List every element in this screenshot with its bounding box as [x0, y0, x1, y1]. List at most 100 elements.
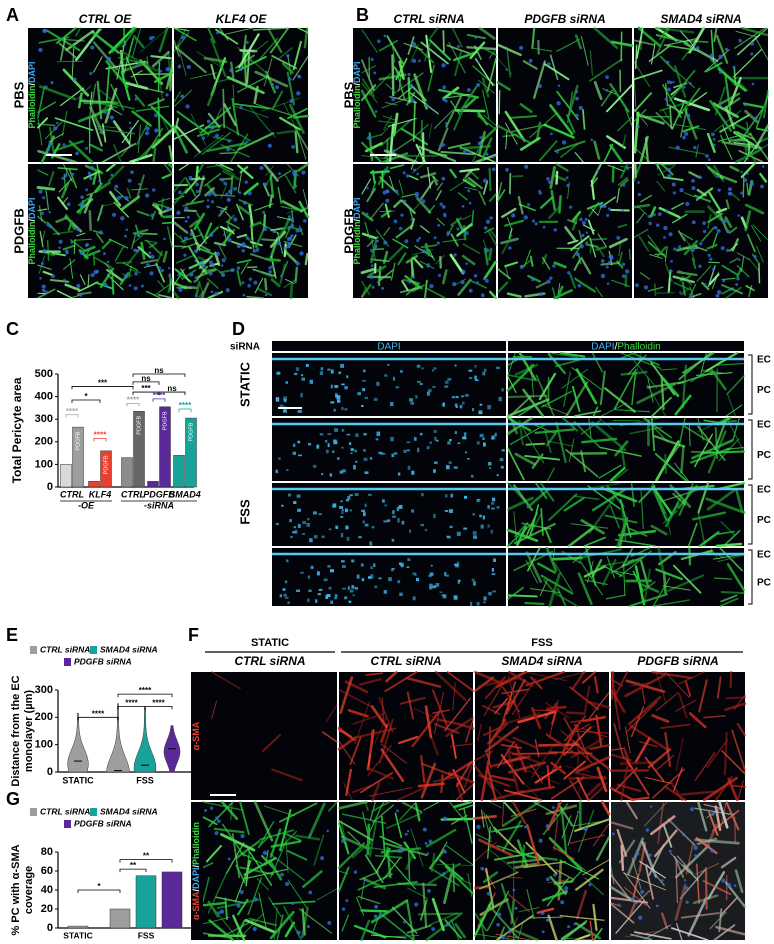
cell-fiber — [464, 97, 477, 109]
nucleus — [381, 286, 385, 290]
dapi-signal — [454, 431, 457, 435]
cell-fiber — [735, 488, 744, 513]
dapi-signal — [388, 577, 392, 582]
nucleus — [691, 220, 696, 225]
dapi-signal — [409, 398, 414, 402]
nucleus — [579, 244, 584, 249]
nucleus — [103, 252, 106, 256]
panel-label: A — [6, 5, 19, 25]
cell-fiber — [521, 844, 526, 868]
x-tick-label: CTRL — [60, 489, 84, 499]
cell-fiber — [569, 273, 577, 289]
significance: ns — [141, 374, 151, 383]
dapi-signal — [341, 509, 344, 514]
cell-fiber — [337, 842, 366, 869]
cell-fiber — [736, 722, 747, 737]
nucleus — [673, 247, 677, 251]
cell-fiber — [680, 444, 685, 474]
cell-fiber — [276, 129, 297, 135]
nucleus — [637, 915, 643, 920]
dapi-signal — [376, 431, 381, 436]
cell-fiber — [215, 28, 239, 45]
micrograph — [203, 671, 338, 800]
dapi-signal — [281, 504, 284, 507]
cell-fiber — [120, 50, 158, 72]
nucleus — [564, 886, 569, 891]
cell-fiber — [546, 764, 551, 788]
nucleus — [718, 54, 723, 59]
cell-fiber — [63, 259, 76, 270]
nucleus — [259, 165, 264, 170]
significance-bracket — [93, 438, 107, 442]
column-header: CTRL siRNA — [370, 654, 441, 668]
image-background — [498, 164, 632, 298]
cell-fiber — [134, 94, 146, 107]
cell-fiber — [91, 30, 121, 55]
nucleus — [241, 249, 245, 253]
cell-fiber — [529, 255, 534, 267]
cell-fiber — [563, 371, 571, 407]
cell-fiber — [614, 538, 656, 547]
dapi-signal — [491, 507, 495, 510]
cell-fiber — [188, 245, 200, 264]
dapi-signal — [347, 586, 350, 590]
nucleus — [48, 225, 52, 229]
nucleus — [286, 54, 290, 58]
cell-fiber — [602, 88, 617, 95]
significance: ** — [130, 861, 137, 870]
cell-fiber — [307, 802, 326, 839]
dapi-signal — [501, 388, 504, 392]
dapi-signal — [369, 574, 374, 579]
nucleus — [289, 98, 294, 104]
nucleus — [136, 232, 141, 238]
cell-fiber — [725, 696, 747, 700]
column-header: SMAD4 siRNA — [660, 12, 741, 26]
cell-fiber — [655, 112, 673, 129]
x-tick-label: KLF4 — [89, 489, 112, 499]
cell-fiber — [605, 594, 626, 600]
cell-fiber — [682, 125, 700, 133]
nucleus — [402, 171, 406, 175]
cell-fiber — [531, 709, 559, 712]
cell-fiber — [300, 207, 309, 211]
cell-fiber — [543, 527, 552, 544]
cell-fiber — [592, 823, 610, 847]
y-axis-label: monolayer (µm) — [23, 690, 35, 772]
cell-fiber — [579, 731, 610, 734]
cell-fiber — [37, 101, 57, 114]
dapi-signal — [470, 601, 473, 606]
cell-fiber — [280, 205, 300, 211]
cell-fiber — [577, 749, 594, 765]
nucleus — [501, 935, 506, 940]
cell-fiber — [380, 209, 392, 218]
cell-fiber — [222, 88, 226, 129]
cell-fiber — [338, 822, 350, 855]
nucleus — [366, 186, 369, 190]
dapi-signal — [275, 397, 280, 402]
cell-fiber — [582, 715, 607, 723]
nucleus — [76, 283, 81, 289]
cell-fiber — [694, 838, 740, 845]
dapi-signal — [307, 598, 310, 603]
cell-fiber — [666, 38, 697, 46]
cell-fiber — [207, 278, 219, 289]
nucleus — [326, 829, 330, 833]
dapi-signal — [421, 493, 424, 497]
nucleus — [421, 199, 426, 204]
cell-fiber — [140, 27, 169, 53]
cell-fiber — [572, 821, 602, 827]
cell-fiber — [565, 711, 585, 715]
dapi-signal — [356, 574, 360, 579]
nucleus — [209, 806, 214, 810]
nucleus — [240, 833, 245, 839]
stain-strip — [28, 28, 38, 162]
nucleus — [385, 198, 390, 203]
nucleus — [657, 212, 662, 217]
nucleus — [247, 191, 252, 196]
nucleus — [89, 176, 93, 181]
nucleus — [90, 45, 95, 50]
nucleus — [200, 260, 203, 264]
significance: **** — [152, 699, 165, 708]
nucleus — [606, 213, 610, 217]
nucleus — [116, 195, 121, 200]
